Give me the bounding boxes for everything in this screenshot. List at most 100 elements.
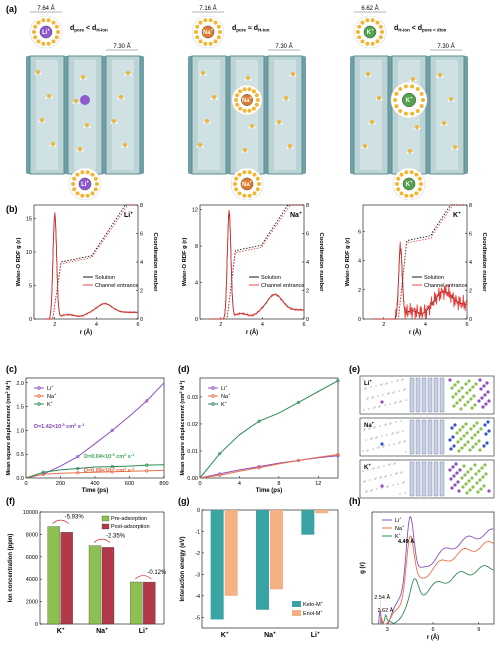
series-marker (218, 452, 222, 456)
water-dot (401, 471, 403, 473)
water-hydrogen (204, 73, 207, 76)
bar-pre-adsorption (88, 545, 102, 625)
shell-water (414, 191, 419, 196)
solution-particle (455, 471, 459, 475)
snapshot-ion-label-sup: + (372, 421, 375, 426)
subplot-ion-label-sup: + (299, 212, 302, 217)
water-dot (367, 397, 369, 399)
solution-particle (463, 403, 467, 407)
bottom-hydrated-ion: Li+ (68, 167, 102, 201)
solution-particle (484, 432, 488, 436)
channel-inner (274, 60, 296, 170)
bottom-hydrated-ion: K+ (392, 167, 426, 201)
y-tick-label: 15 (26, 216, 32, 222)
water-dot (400, 420, 402, 422)
snapshot-ion-label: Na+ (364, 421, 375, 430)
water-dot (399, 441, 401, 443)
water-oxygen (205, 119, 209, 123)
shell-water (242, 170, 247, 175)
solution-particle (450, 486, 454, 490)
water-dot (377, 395, 379, 397)
annotation-part: -5 (61, 423, 64, 427)
y-tick-label: 4 (358, 259, 361, 265)
legend-label-sup: + (320, 610, 323, 614)
x-category-label-base: Li (139, 628, 145, 635)
x-tick-label: 3 (386, 627, 389, 633)
water-dot (365, 491, 367, 493)
ion-core (240, 177, 254, 191)
solution-particle (471, 385, 475, 389)
y-tick-label: 0.5 (16, 452, 24, 458)
solution-particle (457, 489, 461, 493)
water-dot (379, 405, 381, 407)
membrane-column (439, 461, 445, 497)
water-dot (386, 434, 388, 436)
series-marker (110, 428, 114, 432)
solution-particle (458, 398, 462, 402)
shell-water (393, 98, 397, 102)
solution-particle (470, 436, 474, 440)
water-dot (368, 408, 370, 410)
water-dot (393, 391, 395, 393)
water-dot (370, 386, 372, 388)
solution-particle (451, 465, 455, 469)
change-arrow (52, 519, 69, 524)
bar-post-adsorption (101, 547, 115, 625)
shell-water (419, 104, 424, 109)
y-axis-label: Water-O RDF g (r) (16, 238, 22, 287)
y-right-tick-label: 4 (306, 260, 309, 266)
shell-water (398, 87, 403, 92)
water-oxygen (123, 143, 127, 147)
shell-water (398, 108, 403, 113)
water-hydrogen (291, 146, 294, 149)
water-hydrogen (380, 98, 383, 101)
water-dot (375, 385, 377, 387)
water-dot (374, 426, 376, 428)
change-arrow (135, 575, 152, 580)
ion-particle (380, 400, 384, 404)
x-tick-label: 6 (136, 322, 139, 328)
shell-water (375, 39, 380, 44)
water-hydrogen (88, 125, 91, 128)
water-hydrogen (361, 146, 364, 149)
series-marker (41, 472, 45, 476)
water-oxygen (288, 144, 292, 148)
water-dot (373, 467, 375, 469)
annotation-part: D=0.08×10 (84, 468, 111, 474)
shell-water (234, 187, 239, 192)
channel-inner (36, 60, 58, 170)
solution-particle (457, 389, 461, 393)
shell-water (257, 182, 261, 186)
channel-inner (436, 60, 458, 170)
water-dot (383, 445, 385, 447)
legend-label-channel: Channel entrance (424, 283, 467, 289)
solution-particle (486, 390, 490, 394)
y-tick-label: 4000 (26, 577, 38, 583)
shell-water (80, 193, 85, 198)
ion-symbol-sup: + (47, 28, 50, 33)
water-dot (386, 486, 388, 488)
annotation-part: cm (65, 424, 75, 430)
solution-particle (468, 388, 472, 392)
y-tick-label: 1.0 (16, 428, 24, 434)
water-dot (400, 400, 402, 402)
annotation-part: cm (115, 468, 125, 474)
legend-label: Post-adsorption (111, 524, 150, 530)
water-oxygen (370, 120, 374, 124)
rdf-line-na (376, 535, 494, 625)
ion-symbol-base: K (367, 30, 372, 36)
y-tick-label: 0.03 (187, 395, 198, 401)
legend-label: Na+ (395, 525, 405, 533)
shell-water (365, 18, 370, 23)
water-hydrogen (50, 96, 53, 99)
solution-particle (481, 475, 485, 479)
solution-particle (451, 435, 455, 439)
y-axis-label: Mean square displacement (nm2 N-1) (4, 380, 12, 475)
solution-particle (469, 467, 473, 471)
water-dot (385, 383, 387, 385)
water-hydrogen (241, 150, 244, 153)
solution-particle (471, 445, 475, 449)
shell-water (72, 176, 77, 181)
